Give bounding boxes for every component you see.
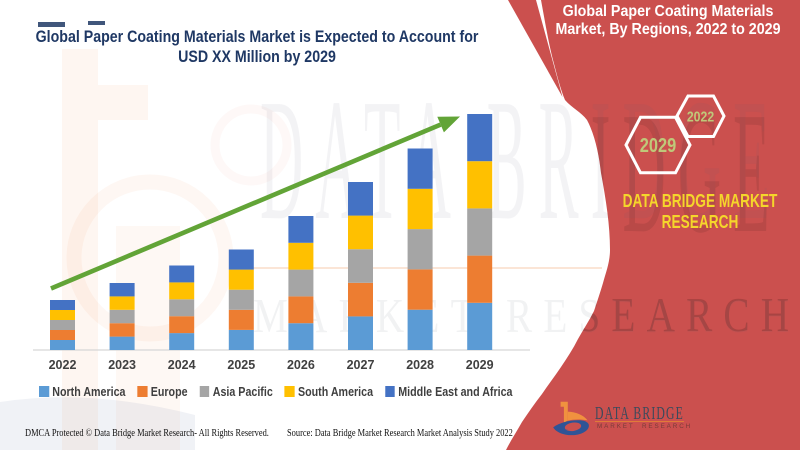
svg-text:2029: 2029 [640, 133, 676, 156]
svg-text:2022: 2022 [687, 108, 715, 124]
